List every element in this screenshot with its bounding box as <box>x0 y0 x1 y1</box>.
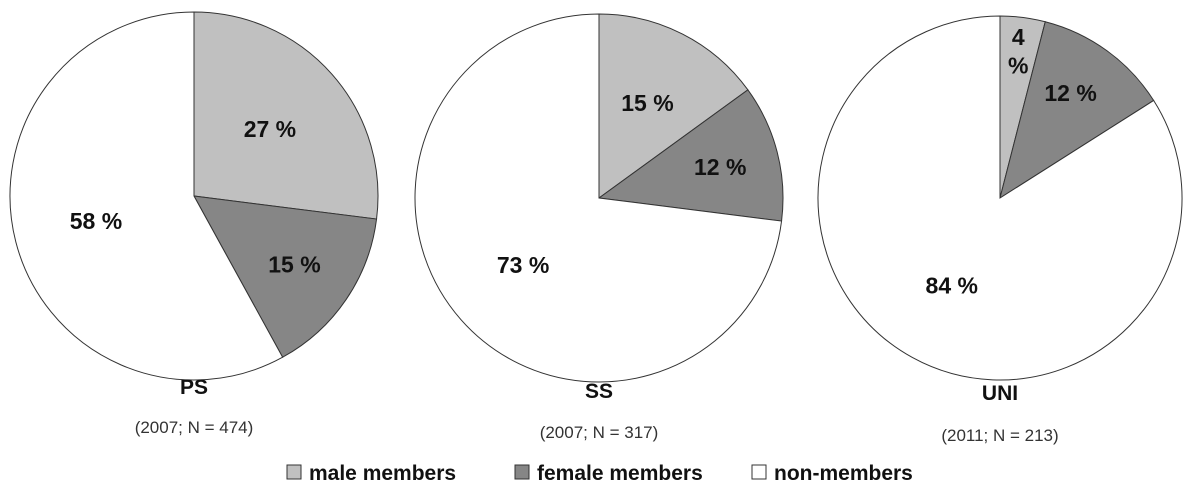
legend-label: female members <box>537 462 703 485</box>
legend-swatch <box>286 464 302 480</box>
pie-chart-ps: 27 % 15 % 58 % PS (2007; N = 474) <box>9 11 379 437</box>
legend: male members female members non-members <box>286 462 913 485</box>
pie-chart-ss: 15 % 12 % 73 % SS (2007; N = 317) <box>414 13 784 442</box>
slice-male-members <box>598 13 749 199</box>
slice-label: 58 % <box>70 208 122 234</box>
slice-label: 15 % <box>268 251 320 277</box>
slice-female-members <box>597 89 784 222</box>
slice-non-members <box>817 15 1183 381</box>
slice-label: 12 % <box>694 154 746 180</box>
pie-chart-uni: 4 % 12 % 84 % UNI (2011; N = 213) <box>817 15 1183 445</box>
slice-label: 73 % <box>497 252 549 278</box>
slice-label: 15 % <box>621 90 673 116</box>
slice-label: 4% <box>1008 24 1028 79</box>
pie-subtitle: (2007; N = 317) <box>540 423 659 442</box>
slice-label: 12 % <box>1044 80 1096 106</box>
legend-label: male members <box>309 462 456 485</box>
pie-title: UNI <box>982 382 1018 405</box>
legend-swatch <box>751 464 767 480</box>
slice-female-members <box>193 195 378 358</box>
legend-swatch <box>514 464 530 480</box>
slice-male-members <box>193 11 379 220</box>
pie-title: SS <box>585 380 613 403</box>
pie-subtitle: (2007; N = 474) <box>135 418 254 437</box>
slice-non-members <box>9 11 284 381</box>
slice-label: 84 % <box>926 273 978 299</box>
slice-non-members <box>414 13 783 383</box>
legend-label: non-members <box>774 462 913 485</box>
slice-female-members <box>999 21 1155 200</box>
slice-label: 27 % <box>244 116 296 142</box>
pie-subtitle: (2011; N = 213) <box>941 426 1058 445</box>
pie-title: PS <box>180 376 208 399</box>
